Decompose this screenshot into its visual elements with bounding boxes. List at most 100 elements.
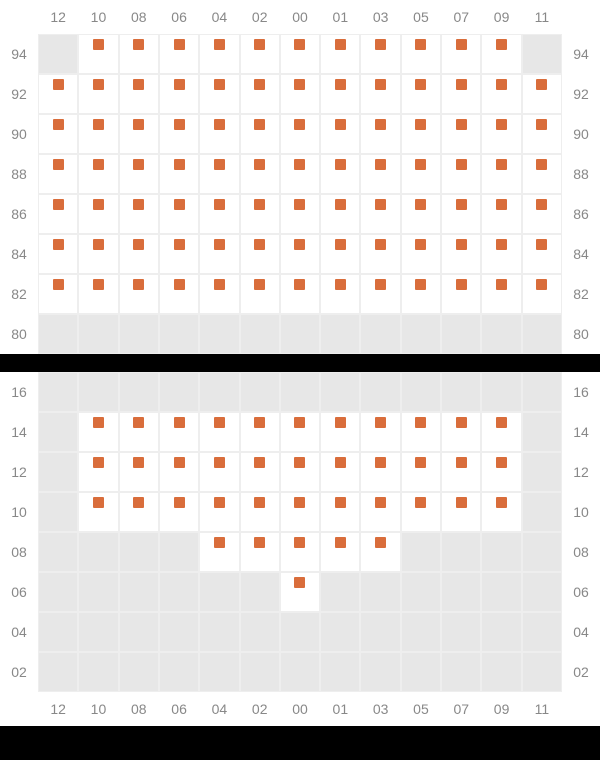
seat-cell[interactable]: [481, 234, 521, 274]
seat-cell[interactable]: [280, 34, 320, 74]
seat-cell[interactable]: [441, 114, 481, 154]
seat-cell[interactable]: [240, 452, 280, 492]
seat-cell[interactable]: [280, 572, 320, 612]
seat-cell[interactable]: [481, 492, 521, 532]
seat-cell[interactable]: [38, 114, 78, 154]
seat-cell[interactable]: [401, 194, 441, 234]
seat-cell[interactable]: [240, 412, 280, 452]
seat-cell[interactable]: [481, 194, 521, 234]
seat-cell[interactable]: [199, 452, 239, 492]
seat-cell[interactable]: [441, 274, 481, 314]
seat-cell[interactable]: [78, 234, 118, 274]
seat-cell[interactable]: [199, 274, 239, 314]
seat-cell[interactable]: [401, 452, 441, 492]
seat-cell[interactable]: [199, 532, 239, 572]
seat-cell[interactable]: [320, 532, 360, 572]
seat-cell[interactable]: [441, 234, 481, 274]
seat-cell[interactable]: [320, 114, 360, 154]
seat-cell[interactable]: [441, 492, 481, 532]
seat-cell[interactable]: [320, 412, 360, 452]
seat-cell[interactable]: [360, 194, 400, 234]
seat-cell[interactable]: [119, 234, 159, 274]
seat-cell[interactable]: [199, 194, 239, 234]
seat-cell[interactable]: [240, 34, 280, 74]
seat-cell[interactable]: [119, 154, 159, 194]
seat-cell[interactable]: [78, 154, 118, 194]
seat-cell[interactable]: [280, 412, 320, 452]
seat-cell[interactable]: [522, 114, 562, 154]
seat-cell[interactable]: [441, 34, 481, 74]
seat-cell[interactable]: [320, 492, 360, 532]
seat-cell[interactable]: [199, 492, 239, 532]
seat-cell[interactable]: [159, 412, 199, 452]
seat-cell[interactable]: [441, 154, 481, 194]
seat-cell[interactable]: [320, 74, 360, 114]
seat-cell[interactable]: [280, 492, 320, 532]
seat-cell[interactable]: [119, 74, 159, 114]
seat-cell[interactable]: [481, 274, 521, 314]
seat-cell[interactable]: [522, 234, 562, 274]
seat-cell[interactable]: [481, 154, 521, 194]
seat-cell[interactable]: [159, 154, 199, 194]
seat-cell[interactable]: [280, 452, 320, 492]
seat-cell[interactable]: [441, 452, 481, 492]
seat-cell[interactable]: [78, 274, 118, 314]
seat-cell[interactable]: [360, 234, 400, 274]
seat-cell[interactable]: [481, 114, 521, 154]
seat-cell[interactable]: [119, 194, 159, 234]
seat-cell[interactable]: [240, 532, 280, 572]
seat-cell[interactable]: [38, 74, 78, 114]
seat-cell[interactable]: [78, 114, 118, 154]
seat-cell[interactable]: [401, 114, 441, 154]
seat-cell[interactable]: [522, 274, 562, 314]
seat-cell[interactable]: [280, 532, 320, 572]
seat-cell[interactable]: [360, 274, 400, 314]
seat-cell[interactable]: [199, 412, 239, 452]
seat-cell[interactable]: [320, 34, 360, 74]
seat-cell[interactable]: [360, 154, 400, 194]
seat-cell[interactable]: [441, 194, 481, 234]
seat-cell[interactable]: [441, 74, 481, 114]
seat-cell[interactable]: [320, 154, 360, 194]
seat-cell[interactable]: [320, 234, 360, 274]
seat-cell[interactable]: [240, 492, 280, 532]
seat-cell[interactable]: [360, 114, 400, 154]
seat-cell[interactable]: [119, 452, 159, 492]
seat-cell[interactable]: [280, 154, 320, 194]
seat-cell[interactable]: [360, 412, 400, 452]
seat-cell[interactable]: [159, 34, 199, 74]
seat-cell[interactable]: [119, 34, 159, 74]
seat-cell[interactable]: [78, 412, 118, 452]
seat-cell[interactable]: [199, 234, 239, 274]
seat-cell[interactable]: [320, 452, 360, 492]
seat-cell[interactable]: [78, 34, 118, 74]
seat-cell[interactable]: [240, 74, 280, 114]
seat-cell[interactable]: [401, 274, 441, 314]
seat-cell[interactable]: [159, 452, 199, 492]
seat-cell[interactable]: [38, 234, 78, 274]
seat-cell[interactable]: [280, 114, 320, 154]
seat-cell[interactable]: [280, 274, 320, 314]
seat-cell[interactable]: [360, 452, 400, 492]
seat-cell[interactable]: [401, 154, 441, 194]
seat-cell[interactable]: [360, 532, 400, 572]
seat-cell[interactable]: [159, 74, 199, 114]
seat-cell[interactable]: [320, 274, 360, 314]
seat-cell[interactable]: [441, 412, 481, 452]
seat-cell[interactable]: [360, 74, 400, 114]
seat-cell[interactable]: [38, 274, 78, 314]
seat-cell[interactable]: [401, 234, 441, 274]
seat-cell[interactable]: [38, 154, 78, 194]
seat-cell[interactable]: [522, 194, 562, 234]
seat-cell[interactable]: [240, 274, 280, 314]
seat-cell[interactable]: [159, 274, 199, 314]
seat-cell[interactable]: [481, 412, 521, 452]
seat-cell[interactable]: [481, 74, 521, 114]
seat-cell[interactable]: [280, 234, 320, 274]
seat-cell[interactable]: [159, 492, 199, 532]
seat-cell[interactable]: [199, 114, 239, 154]
seat-cell[interactable]: [401, 34, 441, 74]
seat-cell[interactable]: [360, 34, 400, 74]
seat-cell[interactable]: [119, 492, 159, 532]
seat-cell[interactable]: [481, 452, 521, 492]
